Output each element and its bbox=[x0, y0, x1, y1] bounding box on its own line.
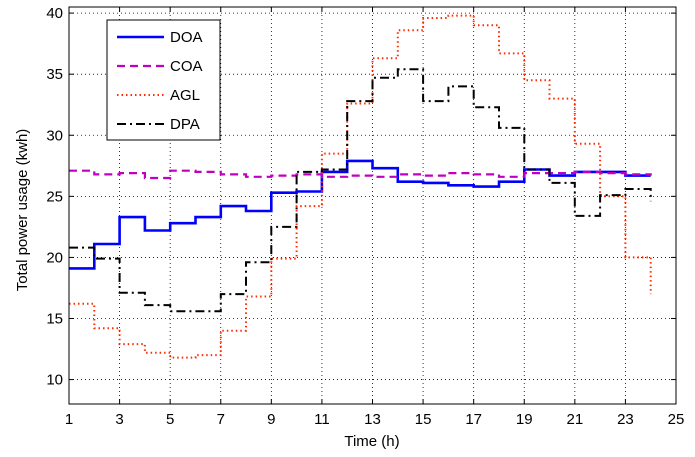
x-tick-label: 25 bbox=[668, 411, 685, 428]
legend-box bbox=[106, 19, 221, 141]
legend-label-agl: AGL bbox=[170, 87, 200, 104]
x-tick-label: 3 bbox=[115, 411, 123, 428]
plot-frame bbox=[68, 6, 677, 405]
x-axis-ticks: 1 3 5 7 9 11 13 15 17 19 21 23 25 bbox=[65, 7, 685, 428]
x-tick-label: 15 bbox=[415, 411, 432, 428]
x-tick-label: 17 bbox=[465, 411, 482, 428]
y-tick-label: 40 bbox=[46, 5, 63, 22]
legend-label-doa: DOA bbox=[170, 29, 203, 46]
y-axis-label: Total power usage (kwh) bbox=[14, 129, 31, 292]
y-tick-label: 20 bbox=[46, 249, 63, 266]
x-tick-label: 23 bbox=[617, 411, 634, 428]
x-tick-label: 21 bbox=[566, 411, 583, 428]
x-tick-label: 5 bbox=[166, 411, 174, 428]
y-tick-label: 10 bbox=[46, 372, 63, 389]
legend-label-coa: COA bbox=[170, 58, 203, 75]
series-line-agl bbox=[69, 14, 652, 359]
y-axis-ticks: 10 15 20 25 30 35 40 bbox=[46, 5, 676, 389]
series-line-coa bbox=[69, 169, 652, 180]
y-tick-label: 15 bbox=[46, 310, 63, 327]
legend: DOA COA AGL DPA bbox=[106, 19, 221, 141]
x-tick-label: 1 bbox=[65, 411, 73, 428]
x-tick-label: 7 bbox=[217, 411, 225, 428]
x-axis-label: Time (h) bbox=[344, 433, 399, 450]
y-tick-label: 30 bbox=[46, 127, 63, 144]
y-tick-label: 25 bbox=[46, 188, 63, 205]
x-tick-label: 19 bbox=[516, 411, 533, 428]
x-tick-label: 9 bbox=[267, 411, 275, 428]
y-tick-label: 35 bbox=[46, 66, 63, 83]
x-tick-label: 11 bbox=[314, 411, 330, 428]
x-tick-label: 13 bbox=[364, 411, 381, 428]
series-layer bbox=[69, 14, 652, 359]
legend-label-dpa: DPA bbox=[170, 116, 200, 133]
